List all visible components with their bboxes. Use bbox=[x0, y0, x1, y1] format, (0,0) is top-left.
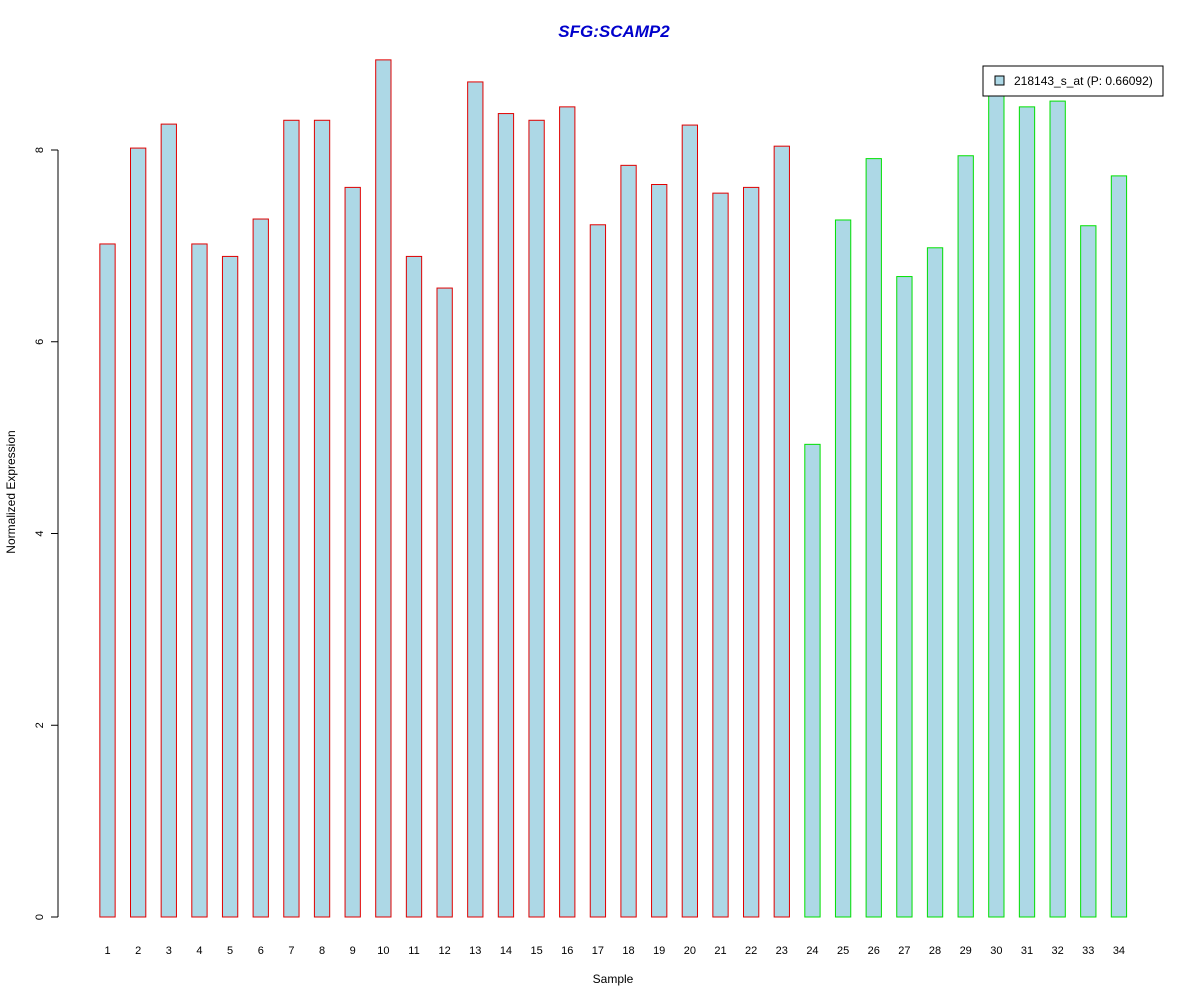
x-tick-label: 14 bbox=[500, 945, 512, 957]
x-tick-label: 13 bbox=[469, 945, 481, 957]
bar-sample-29 bbox=[957, 155, 974, 918]
y-tick-label: 8 bbox=[34, 147, 46, 153]
x-tick-label: 3 bbox=[166, 945, 172, 957]
x-tick-label: 24 bbox=[806, 945, 818, 957]
bar-sample-16 bbox=[559, 106, 576, 918]
bar-sample-28 bbox=[926, 247, 944, 918]
x-tick-label: 27 bbox=[898, 945, 910, 957]
bar-sample-21 bbox=[712, 192, 729, 918]
x-tick-label: 32 bbox=[1052, 945, 1064, 957]
bar-sample-2 bbox=[130, 147, 147, 918]
x-tick-label: 7 bbox=[288, 945, 294, 957]
bar-sample-15 bbox=[528, 119, 545, 918]
y-tick-label: 0 bbox=[34, 914, 46, 920]
x-tick-labels: 1 2 3 4 5 6 7 8 9 10 11 12 13 14 15 16 17 18 19 20 21 22 23 24 2… bbox=[104, 945, 1125, 957]
chart-title: SFG:SCAMP2 bbox=[558, 22, 670, 41]
bar-sample-13 bbox=[467, 81, 484, 918]
x-tick-label: 21 bbox=[714, 945, 726, 957]
bar-sample-3 bbox=[160, 123, 177, 918]
bar-sample-8 bbox=[313, 119, 331, 918]
bar-sample-31 bbox=[1018, 106, 1036, 918]
x-tick-label: 31 bbox=[1021, 945, 1033, 957]
bar-sample-12 bbox=[436, 287, 453, 918]
bar-sample-22 bbox=[743, 186, 760, 918]
bar-sample-9 bbox=[344, 186, 361, 918]
x-axis-label: Sample bbox=[593, 972, 634, 986]
legend-label: 218143_s_at (P: 0.66092) bbox=[1014, 74, 1153, 88]
y-tick-label: 2 bbox=[34, 722, 46, 728]
bar-sample-10 bbox=[375, 59, 392, 918]
bar-sample-25 bbox=[834, 219, 852, 918]
y-axis: 0 2 4 6 8 bbox=[34, 147, 59, 920]
x-tick-label: 18 bbox=[622, 945, 634, 957]
bar-sample-33 bbox=[1080, 225, 1097, 918]
bar-sample-26 bbox=[865, 158, 882, 918]
x-tick-label: 26 bbox=[868, 945, 880, 957]
y-axis-label: Normalized Expression bbox=[4, 430, 18, 553]
x-tick-label: 19 bbox=[653, 945, 665, 957]
bar-sample-20 bbox=[681, 124, 699, 918]
x-tick-label: 28 bbox=[929, 945, 941, 957]
bar-sample-7 bbox=[283, 119, 300, 918]
x-tick-label: 2 bbox=[135, 945, 141, 957]
x-tick-label: 16 bbox=[561, 945, 573, 957]
x-tick-label: 33 bbox=[1082, 945, 1094, 957]
x-tick-label: 5 bbox=[227, 945, 233, 957]
bar-sample-14 bbox=[497, 113, 515, 918]
bar-sample-17 bbox=[589, 224, 607, 918]
bars bbox=[99, 59, 1128, 918]
x-tick-label: 4 bbox=[196, 945, 202, 957]
x-tick-label: 1 bbox=[104, 945, 110, 957]
x-tick-label: 29 bbox=[960, 945, 972, 957]
x-tick-label: 12 bbox=[439, 945, 451, 957]
x-tick-label: 15 bbox=[530, 945, 542, 957]
x-tick-label: 11 bbox=[408, 945, 419, 957]
x-tick-label: 10 bbox=[377, 945, 389, 957]
bar-sample-30 bbox=[988, 90, 1005, 918]
x-tick-label: 6 bbox=[258, 945, 264, 957]
bar-sample-27 bbox=[896, 276, 913, 918]
x-tick-label: 30 bbox=[990, 945, 1002, 957]
legend-box bbox=[982, 65, 1164, 97]
bar-sample-6 bbox=[252, 218, 269, 918]
x-tick-label: 22 bbox=[745, 945, 757, 957]
x-tick-label: 20 bbox=[684, 945, 696, 957]
x-tick-label: 9 bbox=[350, 945, 356, 957]
bar-sample-19 bbox=[651, 184, 668, 918]
y-tick-label: 4 bbox=[34, 530, 46, 536]
bar-sample-5 bbox=[221, 255, 239, 918]
legend: 218143_s_at (P: 0.66092) bbox=[982, 65, 1164, 97]
bar-sample-34 bbox=[1110, 175, 1128, 918]
bar-sample-1 bbox=[99, 243, 116, 918]
x-tick-label: 23 bbox=[776, 945, 788, 957]
x-tick-label: 8 bbox=[319, 945, 325, 957]
bar-sample-18 bbox=[620, 164, 637, 918]
bar-sample-24 bbox=[804, 443, 821, 918]
x-tick-label: 17 bbox=[592, 945, 604, 957]
bar-sample-32 bbox=[1049, 100, 1066, 918]
x-tick-label: 34 bbox=[1113, 945, 1125, 957]
x-tick-label: 25 bbox=[837, 945, 849, 957]
bar-sample-11 bbox=[405, 255, 423, 918]
bar-sample-23 bbox=[773, 145, 790, 918]
bar-sample-4 bbox=[191, 243, 208, 918]
y-tick-label: 6 bbox=[34, 339, 46, 345]
legend-swatch bbox=[994, 75, 1005, 86]
